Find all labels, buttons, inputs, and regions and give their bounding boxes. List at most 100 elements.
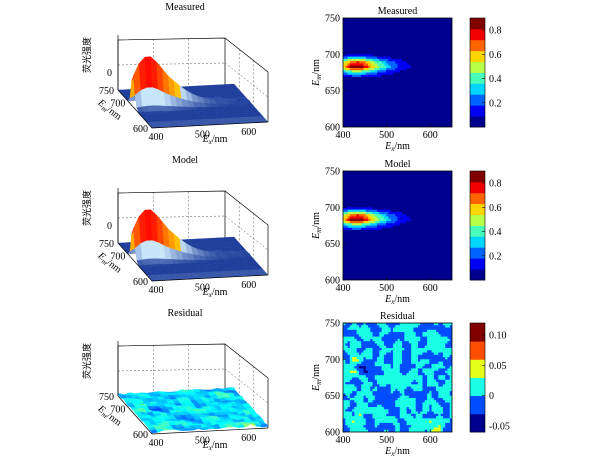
contour-cell <box>390 90 394 94</box>
contour-cell <box>420 323 423 326</box>
contour-cell <box>358 24 362 28</box>
contour-cell <box>390 250 394 254</box>
contour-cell <box>358 261 362 265</box>
contour-cell <box>399 261 403 265</box>
contour-cell <box>422 22 426 26</box>
contour-cell <box>395 232 398 235</box>
contour-cell <box>372 102 376 105</box>
contour-cell <box>402 216 405 220</box>
contour-cell <box>390 239 394 242</box>
contour-cell <box>429 220 432 224</box>
contour-cell <box>392 58 396 62</box>
contour-cell <box>440 209 444 213</box>
contour-cell <box>390 67 394 71</box>
contour-cell <box>383 74 387 78</box>
contour-cell <box>349 108 353 112</box>
contour-cell <box>449 277 452 280</box>
contour-cell <box>343 243 346 247</box>
contour-cell <box>449 111 452 114</box>
contour-cell <box>388 327 392 331</box>
contour-cell <box>408 124 412 127</box>
contour-cell <box>442 36 446 39</box>
contour-cell <box>433 248 437 251</box>
contour-cell <box>422 257 426 260</box>
contour-cell <box>345 323 348 326</box>
contour-cell <box>427 334 430 338</box>
contour-cell <box>422 200 426 204</box>
contour-cell <box>343 81 346 85</box>
contour-cell <box>386 27 389 30</box>
contour-cell <box>370 191 373 195</box>
contour-cell <box>365 277 369 280</box>
contour-cell <box>427 273 430 276</box>
contour-cell <box>449 47 452 51</box>
contour-cell <box>436 111 439 114</box>
contour-cell <box>402 205 405 208</box>
contour-cell <box>427 18 430 21</box>
contour-cell <box>427 182 430 186</box>
contour-cell <box>406 177 410 181</box>
contour-cell <box>429 264 432 267</box>
contour-cell <box>392 36 396 39</box>
contour-cell <box>438 234 442 238</box>
contour-cell <box>358 182 362 186</box>
contour-cell <box>347 113 351 117</box>
contour-cell <box>392 325 396 328</box>
contour-cell <box>406 104 410 107</box>
contour-cell <box>349 218 353 222</box>
contour-cell <box>358 77 362 80</box>
contour-cell <box>358 329 362 333</box>
contour-cell <box>411 268 414 272</box>
contour-cell <box>383 49 387 53</box>
contour-cell <box>374 120 378 123</box>
contour-cell <box>345 211 348 215</box>
contour-cell <box>449 329 452 333</box>
contour-cell <box>404 189 407 192</box>
contour-cell <box>445 180 448 183</box>
contour-cell <box>381 336 385 340</box>
contour-cell <box>415 250 419 254</box>
contour-cell <box>406 329 410 333</box>
contour-cell <box>424 202 428 206</box>
contour-cell <box>427 184 430 188</box>
contour-cell <box>449 24 452 28</box>
contour-cell <box>422 36 426 39</box>
contour-cell <box>343 63 346 67</box>
contour-cell <box>390 211 394 215</box>
contour-cell <box>417 63 421 67</box>
contour-cell <box>374 45 378 48</box>
contour-cell <box>406 49 410 53</box>
contour-cell <box>417 180 421 183</box>
contour-cell <box>383 334 387 338</box>
contour-cell <box>438 198 442 201</box>
contour-cell <box>402 327 405 331</box>
contour-cell <box>383 38 387 42</box>
contour-cell <box>379 227 382 231</box>
contour-cell <box>429 33 432 37</box>
contour-cell <box>392 86 396 89</box>
contour-cell <box>404 45 407 48</box>
contour-cell <box>399 72 403 76</box>
contour-cell <box>429 325 432 328</box>
contour-cell <box>447 243 451 247</box>
contour-cell <box>381 234 385 238</box>
contour-cell <box>395 252 398 256</box>
contour-cell <box>349 27 353 30</box>
contour-cell <box>408 58 412 62</box>
contour-cell <box>431 236 435 240</box>
contour-cell <box>433 266 437 270</box>
contour-cell <box>361 22 364 26</box>
contour-cell <box>343 38 346 42</box>
contour-cell <box>352 205 355 208</box>
contour-cell <box>445 211 448 215</box>
contour-cell <box>356 102 360 105</box>
contour-cell <box>406 65 410 69</box>
contour-cell <box>354 255 358 258</box>
contour-cell <box>399 214 403 217</box>
contour-cell <box>354 257 358 260</box>
contour-cell <box>370 61 373 64</box>
contour-cell <box>363 252 367 256</box>
contour-cell <box>345 230 348 233</box>
contour-cell <box>420 261 423 265</box>
contour-cell <box>429 120 432 123</box>
